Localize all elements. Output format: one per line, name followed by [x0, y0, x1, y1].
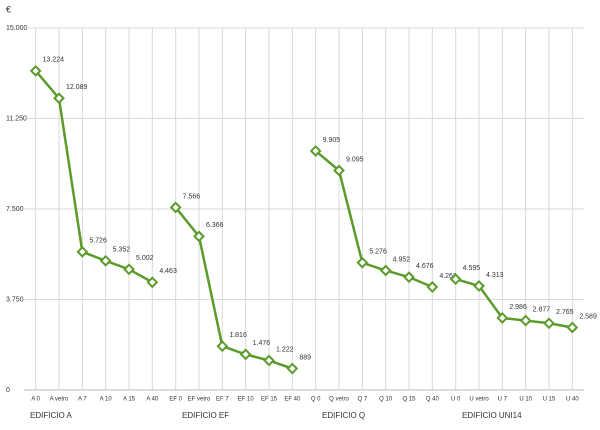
- x-tick-label: U 0: [451, 397, 461, 403]
- x-tick-label: A 0: [31, 397, 40, 403]
- y-tick-label: 3.750: [6, 296, 24, 303]
- data-label: 5.002: [136, 255, 154, 262]
- data-label: 4.595: [463, 265, 481, 272]
- data-point: [566, 321, 579, 334]
- data-point: [123, 263, 135, 276]
- x-tick-label: EF vetro: [188, 397, 211, 403]
- y-tick-label: 15.000: [6, 25, 28, 32]
- x-tick-label: EF 7: [216, 397, 229, 403]
- data-point: [543, 317, 555, 330]
- data-label: 9.095: [346, 156, 364, 163]
- x-tick-label: A vetro: [50, 397, 69, 403]
- x-tick-label: Q 40: [426, 397, 440, 403]
- data-label: 13.224: [43, 57, 65, 64]
- data-label: 2.589: [579, 313, 597, 320]
- data-label: 4.268: [439, 273, 457, 280]
- x-tick-label: Q 10: [379, 397, 393, 403]
- y-tick-label: 11.250: [6, 115, 27, 122]
- data-point: [333, 164, 345, 177]
- data-point: [99, 254, 112, 267]
- data-label: 889: [299, 354, 311, 361]
- data-line: [34, 70, 153, 284]
- data-label: 1.476: [253, 340, 271, 347]
- data-point: [53, 92, 65, 105]
- x-tick-label: U 7: [498, 397, 508, 403]
- data-point: [76, 245, 89, 258]
- data-label: 2.765: [556, 309, 574, 316]
- data-point: [263, 354, 275, 367]
- group-label: EDIFICIO A: [30, 411, 72, 420]
- data-label: 4.676: [416, 263, 434, 270]
- x-tick-label: EF 40: [284, 397, 301, 403]
- data-point: [146, 276, 159, 289]
- data-line: [174, 206, 293, 370]
- data-point: [519, 314, 532, 327]
- group-label: EDIFICIO Q: [322, 411, 365, 420]
- data-label: 7.566: [183, 193, 201, 200]
- data-point: [169, 201, 182, 214]
- y-tick-label: 7.500: [6, 206, 24, 213]
- x-tick-label: Q vetro: [329, 397, 349, 403]
- data-label: 5.352: [113, 247, 131, 254]
- data-point: [379, 264, 392, 277]
- x-tick-label: U vetro: [469, 397, 489, 403]
- x-tick-label: U 40: [566, 397, 579, 403]
- x-tick-label: Q 0: [311, 397, 321, 403]
- y-tick-label: 0: [6, 387, 10, 394]
- data-point: [449, 273, 462, 286]
- group-label: EDIFICIO UNI14: [462, 411, 522, 420]
- x-tick-label: A 40: [146, 397, 159, 403]
- group-label: EDIFICIO EF: [182, 411, 229, 420]
- data-label: 4.313: [486, 272, 504, 279]
- data-label: 5.276: [369, 249, 387, 256]
- data-point: [309, 145, 322, 157]
- x-tick-label: Q 7: [357, 397, 367, 403]
- data-label: 9.905: [323, 137, 341, 144]
- data-point: [473, 279, 485, 292]
- x-tick-label: Q 15: [402, 397, 416, 403]
- data-point: [286, 362, 299, 375]
- data-label: 6.366: [206, 222, 224, 229]
- data-label: 2.986: [509, 304, 527, 311]
- data-label: 1.816: [229, 332, 247, 339]
- data-label: 12.089: [66, 84, 88, 91]
- data-point: [403, 271, 415, 284]
- x-tick-label: A 15: [123, 397, 136, 403]
- data-label: 4.463: [159, 268, 177, 275]
- data-label: 1.222: [276, 346, 294, 353]
- data-point: [496, 312, 509, 324]
- x-tick-label: EF 15: [261, 397, 278, 403]
- y-unit: €: [6, 4, 11, 14]
- data-label: 2.877: [533, 306, 551, 313]
- data-line: [314, 150, 433, 289]
- data-point: [29, 64, 42, 77]
- data-point: [193, 230, 205, 243]
- data-point: [356, 256, 369, 269]
- data-label: 4.952: [393, 256, 411, 263]
- x-tick-label: A 10: [100, 397, 113, 403]
- data-label: 5.726: [89, 238, 107, 245]
- x-tick-label: EF 0: [169, 397, 182, 403]
- x-tick-label: EF 10: [238, 397, 255, 403]
- data-point: [426, 281, 439, 293]
- data-point: [216, 340, 229, 353]
- data-point: [239, 348, 252, 361]
- x-tick-label: U 10: [519, 397, 532, 403]
- x-tick-label: U 15: [543, 397, 556, 403]
- x-tick-label: A 7: [78, 397, 87, 403]
